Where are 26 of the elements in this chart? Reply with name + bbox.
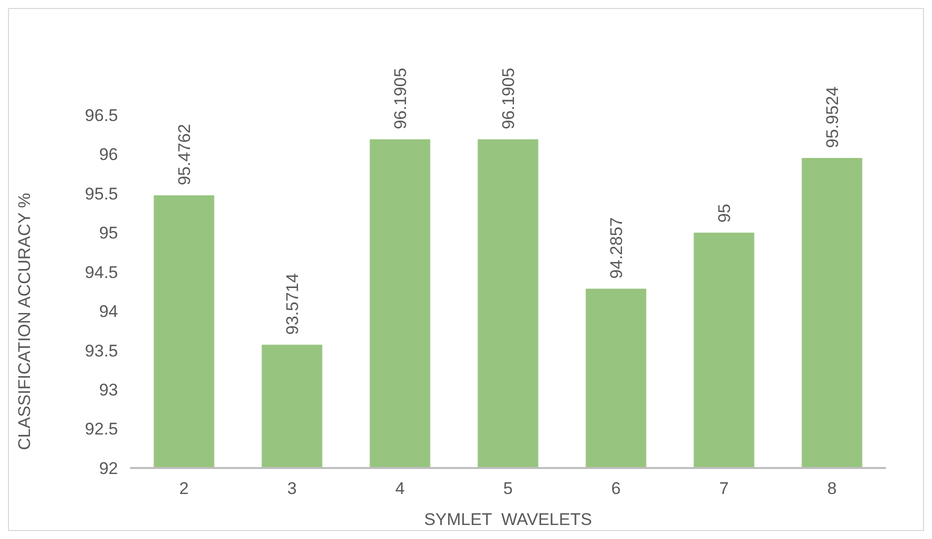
data-label: 96.1905 (499, 68, 518, 130)
x-tick-label: 6 (611, 479, 621, 498)
y-tick-label: 94.5 (84, 262, 118, 282)
x-tick-label: 2 (179, 479, 189, 498)
data-label: 93.5714 (283, 273, 302, 335)
y-tick-label: 96.5 (84, 106, 118, 125)
data-label: 94.2857 (607, 217, 626, 279)
x-tick-label: 3 (287, 479, 297, 498)
y-tick-label: 93 (99, 380, 118, 400)
y-tick-label: 96 (99, 145, 118, 164)
data-label: 95.4762 (175, 124, 194, 186)
y-tick-label: 92 (99, 458, 118, 478)
x-tick-label: 8 (827, 479, 837, 498)
x-tick-label: 5 (503, 479, 513, 498)
data-label: 96.1905 (391, 68, 410, 130)
x-tick-label: 4 (395, 479, 405, 498)
y-axis-title: CLASSIFICATION ACCURACY % (15, 192, 34, 450)
data-label: 95 (715, 204, 734, 223)
data-label: 95.9524 (823, 86, 842, 148)
y-tick-label: 95 (99, 224, 118, 243)
x-tick-label: 7 (719, 479, 729, 498)
x-axis-title: SYMLET WAVELETS (424, 510, 592, 529)
y-tick-label: 95.5 (84, 184, 118, 204)
y-tick-label: 93.5 (84, 341, 118, 360)
y-tick-label: 92.5 (84, 420, 118, 439)
y-tick-label: 94 (99, 302, 118, 322)
